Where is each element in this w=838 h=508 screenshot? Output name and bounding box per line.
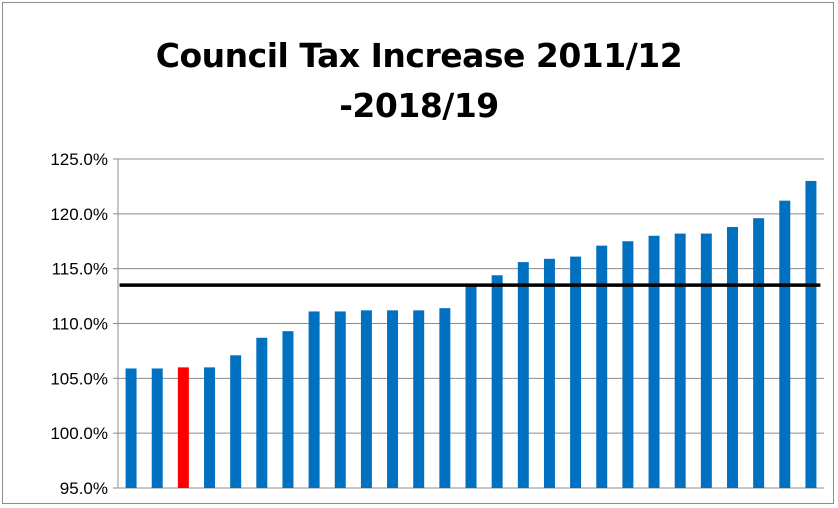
- y-tick-label: 95.0%: [60, 479, 108, 498]
- bar: [726, 226, 738, 489]
- chart-title-line-2: -2018/19: [339, 86, 499, 125]
- bar: [256, 337, 268, 488]
- bar: [308, 311, 320, 488]
- bar: [413, 310, 425, 488]
- bar: [596, 245, 608, 488]
- bar: [204, 367, 216, 488]
- bar: [805, 180, 817, 488]
- y-tick-label: 105.0%: [50, 369, 108, 388]
- bar: [674, 233, 686, 488]
- bar: [439, 308, 451, 488]
- chart-title-line-1: Council Tax Increase 2011/12: [155, 36, 683, 75]
- y-tick-label: 125.0%: [50, 150, 108, 169]
- y-tick-label: 110.0%: [52, 315, 108, 334]
- bar: [570, 256, 582, 488]
- bar: [125, 368, 137, 488]
- y-tick-label: 120.0%: [50, 205, 108, 224]
- bar: [543, 258, 555, 488]
- bar-highlighted: [177, 367, 189, 488]
- y-axis: 95.0% 100.0% 105.0% 110.0% 115.0% 120.0% 125.0…: [50, 150, 119, 498]
- bar: [491, 275, 503, 488]
- bars: [125, 180, 817, 489]
- bar: [648, 235, 660, 488]
- bar: [334, 311, 346, 488]
- bar: [230, 355, 242, 488]
- bar: [360, 310, 372, 488]
- bar: [387, 310, 399, 488]
- bar: [465, 285, 477, 488]
- bar: [151, 368, 163, 488]
- y-tick-label: 115.0%: [52, 260, 108, 279]
- bar: [622, 241, 634, 488]
- bar: [700, 233, 712, 488]
- bar: [282, 331, 294, 488]
- y-tick-label: 100.0%: [50, 424, 108, 443]
- bar: [779, 200, 791, 489]
- bar: [753, 218, 765, 488]
- bar: [517, 262, 529, 488]
